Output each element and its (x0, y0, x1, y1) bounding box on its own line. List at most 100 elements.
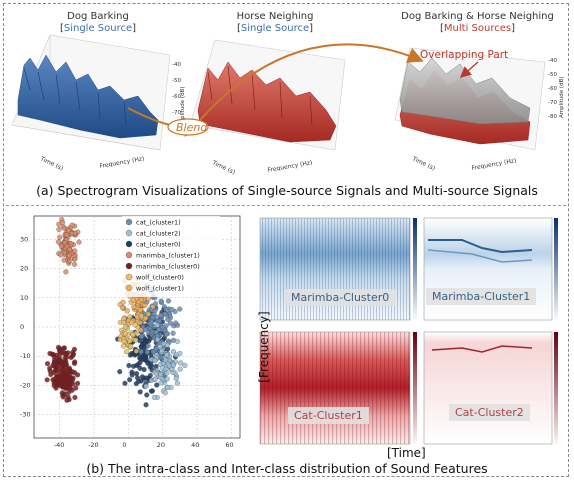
scatter-point (71, 261, 78, 267)
legend-label: wolf_(cluster1) (136, 285, 184, 293)
scatter-point (54, 376, 60, 382)
scatter-point (177, 306, 183, 312)
scatter-point (61, 345, 67, 351)
scatter-point (121, 319, 127, 325)
time-axis-label-1: Time (s) (38, 155, 64, 172)
y-tick-label: -20 (20, 381, 31, 389)
scatter-point (162, 311, 168, 317)
scatter-point (157, 344, 163, 350)
blend-ellipse (167, 118, 209, 136)
scatter-point (158, 371, 164, 378)
scatter-point (47, 350, 53, 357)
spec-label-cat-cluster2: Cat-Cluster2 (449, 404, 530, 421)
scatter-point (75, 380, 81, 386)
scatter-point (123, 349, 130, 355)
time-axis-label-3: Time (s) (410, 155, 436, 172)
scatter-point (128, 343, 134, 349)
plot1-surface (17, 54, 159, 139)
overlap-arrow (459, 61, 479, 78)
scatter-point (57, 234, 63, 240)
svg-text:-60: -60 (548, 86, 557, 92)
scatter-point (127, 352, 134, 358)
tsne-scatter-plot: -40 -20 0 20 40 60 30 20 10 0 -10 -20 -30 cat_(clus… (20, 215, 241, 449)
scatter-point (146, 296, 152, 302)
blend-label: Blend (176, 121, 208, 134)
legend-marker (125, 251, 133, 259)
scatter-point (126, 362, 132, 369)
scatter-point (162, 357, 169, 363)
scatter-point (177, 366, 183, 372)
legend-marker (125, 284, 133, 292)
scatter-point (56, 226, 62, 232)
legend-marker (125, 240, 133, 248)
scatter-point (161, 341, 167, 347)
svg-text:-70: -70 (548, 100, 557, 106)
scatter-point (59, 362, 65, 368)
svg-text:-40: -40 (172, 62, 181, 68)
scatter-point (124, 308, 130, 314)
x-tick-label: -20 (88, 441, 99, 449)
scatter-point (132, 322, 138, 328)
scatter-point (75, 372, 81, 378)
scatter-point (143, 315, 149, 321)
scatter-point (68, 380, 74, 386)
scatter-point (147, 372, 153, 379)
svg-text:-40: -40 (548, 58, 557, 64)
scatter-point (155, 336, 161, 343)
scatter-point (63, 351, 69, 357)
svg-text:-60: -60 (172, 94, 181, 100)
x-tick-label: 0 (122, 441, 126, 449)
scatter-point (173, 352, 179, 358)
scatter-point (154, 382, 160, 388)
scatter-point (58, 243, 65, 249)
scatter-point (65, 367, 71, 373)
svg-text:-70: -70 (172, 110, 181, 116)
scatter-point (149, 388, 155, 394)
scatter-point (65, 394, 71, 400)
legend-label: cat_(cluster0) (136, 241, 181, 249)
scatter-point (62, 240, 68, 246)
scatter-point (76, 239, 82, 245)
scatter-point (138, 349, 144, 355)
figure-frame (3, 3, 569, 477)
scatter-point (56, 221, 62, 227)
svg-text:-50: -50 (548, 72, 557, 78)
scatter-point (122, 324, 129, 330)
scatter-point (138, 297, 144, 303)
legend-label: cat_(cluster1) (136, 219, 181, 227)
scatter-point (174, 380, 181, 386)
scatter-point (166, 363, 172, 369)
scatter-point (52, 368, 58, 374)
caption-a: (a) Spectrogram Visualizations of Single… (36, 183, 538, 198)
plot2-surface (197, 61, 337, 143)
scatter-point (154, 322, 160, 328)
scatter-point (145, 311, 151, 317)
plot2-title: Horse Neighing [Single Source] (236, 11, 314, 34)
scatter-point (57, 346, 63, 352)
scatter-point (63, 374, 69, 380)
legend-label: marimba_(cluster1) (136, 252, 200, 260)
scatter-point (138, 334, 144, 340)
scatter-point (178, 360, 184, 366)
scatter-point (139, 341, 146, 347)
scatter-point (150, 349, 156, 355)
scatter-point (66, 389, 72, 395)
y-tick-label: 20 (20, 265, 28, 273)
scatter-point (127, 314, 133, 320)
scatter-point (129, 319, 135, 325)
freq-axis-label-1: Frequency (Hz) (99, 155, 145, 170)
scatter-point (144, 392, 150, 398)
scatter-point (143, 375, 149, 381)
scatter-point (182, 362, 188, 368)
scatter-point (143, 383, 149, 389)
scatter-point (164, 352, 170, 358)
scatter-point (133, 348, 139, 354)
x-tick-label: 20 (157, 441, 165, 449)
scatter-point (48, 371, 54, 378)
scatter-point (131, 363, 137, 369)
scatter-point (163, 331, 169, 337)
scatter-point (149, 319, 155, 325)
scatter-point (47, 365, 53, 371)
spec-label-marimba-cluster0: Marimba-Cluster0 (285, 289, 396, 306)
amp-axis-label: Amplitude (dB) (180, 87, 186, 129)
